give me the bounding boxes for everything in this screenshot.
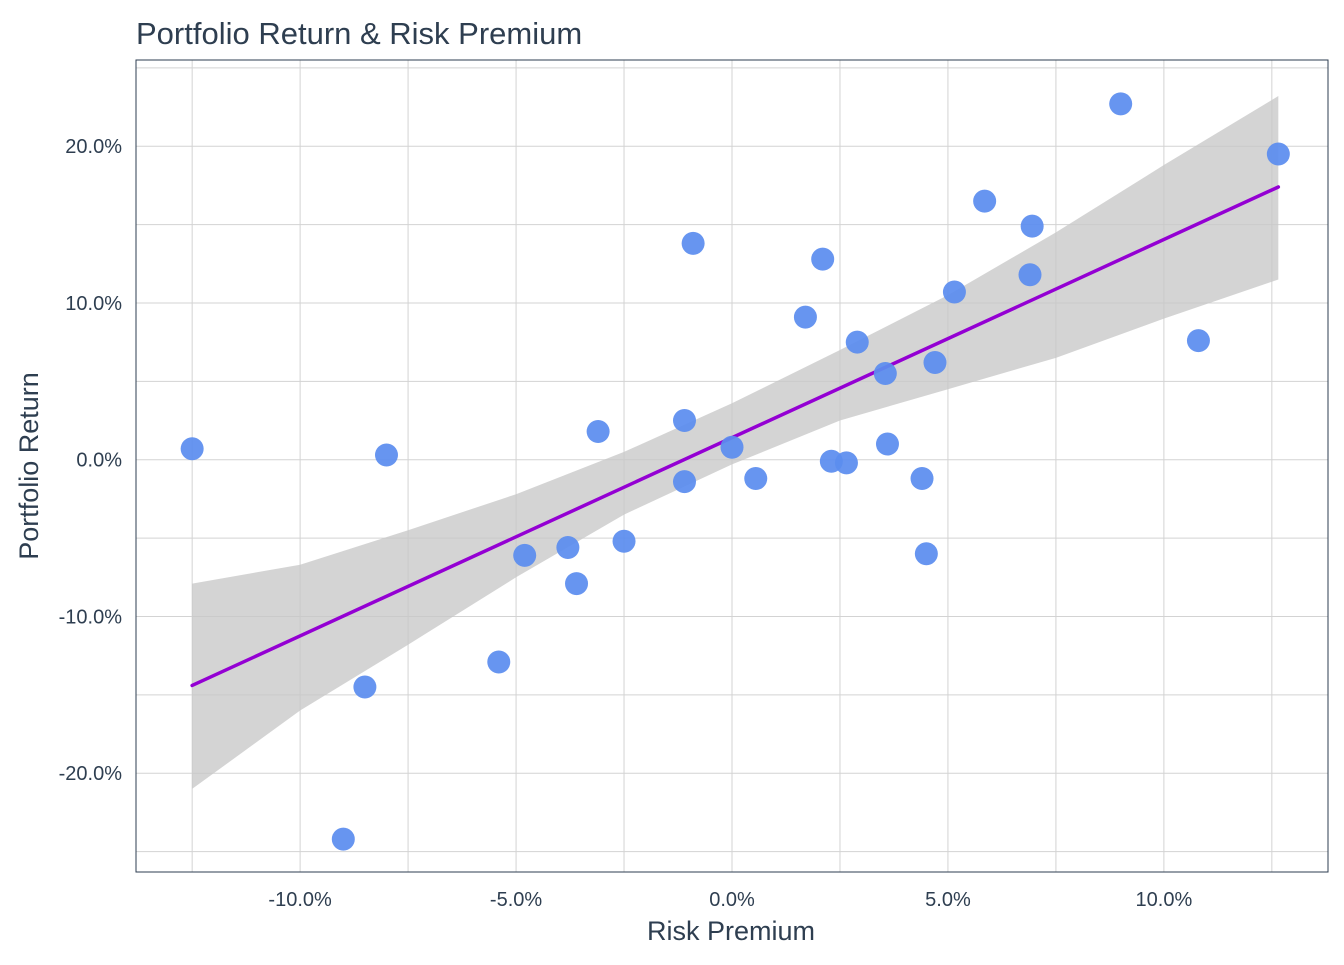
data-point: [1018, 263, 1042, 287]
y-tick-label: -10.0%: [59, 606, 123, 628]
data-point: [353, 675, 377, 699]
y-tick-label: 20.0%: [65, 136, 122, 158]
data-point: [1186, 329, 1210, 353]
x-tick-label: -10.0%: [268, 889, 332, 911]
y-axis-ticks: -20.0% -10.0% 0.0% 10.0% 20.0%: [59, 136, 123, 785]
data-point: [1020, 214, 1044, 238]
y-tick-label: -20.0%: [59, 763, 123, 785]
data-point: [565, 572, 589, 596]
x-tick-label: -5.0%: [490, 889, 542, 911]
x-tick-label: 5.0%: [925, 889, 971, 911]
y-axis-label: Portfolio Return: [14, 372, 44, 560]
data-point: [556, 536, 580, 560]
data-point: [910, 467, 934, 491]
x-axis-label: Risk Premium: [647, 916, 815, 946]
data-point: [487, 650, 511, 674]
data-point: [914, 542, 938, 566]
data-point: [811, 247, 835, 271]
points-layer: [180, 92, 1290, 851]
data-point: [942, 280, 966, 304]
data-point: [834, 451, 858, 475]
data-point: [1109, 92, 1133, 116]
data-point: [1266, 142, 1290, 166]
data-point: [845, 330, 869, 354]
panel-border: [135, 59, 1329, 873]
x-tick-label: 0.0%: [709, 889, 755, 911]
data-point: [586, 420, 610, 444]
data-point: [331, 827, 355, 851]
data-point: [744, 467, 768, 491]
data-point: [513, 543, 537, 567]
data-point: [180, 437, 204, 461]
data-point: [875, 432, 899, 456]
y-tick-label: 10.0%: [65, 293, 122, 315]
data-point: [873, 362, 897, 386]
y-tick-label: 0.0%: [76, 450, 122, 472]
data-point: [672, 470, 696, 494]
data-point: [923, 351, 947, 375]
data-point: [973, 189, 997, 213]
data-point: [681, 231, 705, 255]
data-point: [672, 409, 696, 433]
data-point: [612, 529, 636, 553]
chart-title: Portfolio Return & Risk Premium: [136, 16, 582, 51]
data-point: [793, 305, 817, 329]
data-point: [720, 435, 744, 459]
x-axis-ticks: -10.0% -5.0% 0.0% 5.0% 10.0%: [268, 889, 1192, 911]
data-point: [374, 443, 398, 467]
x-tick-label: 10.0%: [1136, 889, 1193, 911]
